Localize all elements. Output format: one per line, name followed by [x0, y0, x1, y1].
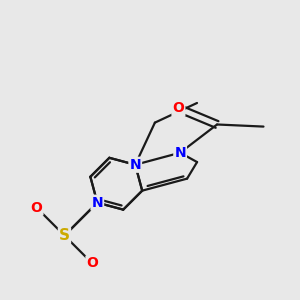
Text: S: S: [59, 228, 70, 243]
Text: N: N: [174, 146, 186, 160]
Text: N: N: [129, 158, 141, 172]
Text: O: O: [31, 201, 43, 214]
Text: O: O: [86, 256, 98, 271]
Text: O: O: [172, 101, 184, 116]
Text: N: N: [92, 196, 103, 210]
